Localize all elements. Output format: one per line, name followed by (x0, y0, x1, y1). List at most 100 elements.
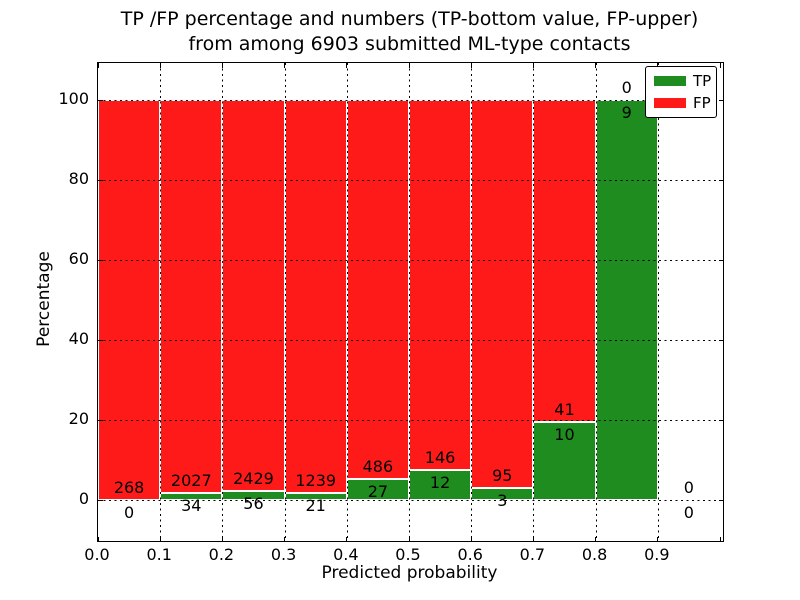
x-tick-label: 0.7 (519, 545, 546, 564)
bar-segment-fp (160, 100, 223, 494)
x-tick-mark (97, 536, 99, 541)
fp-count-label: 2027 (170, 471, 212, 491)
y-tick-mark (718, 419, 723, 421)
x-tick-label: 0.5 (395, 545, 421, 564)
x-tick-mark (532, 536, 535, 541)
chart-title-line2: from among 6903 submitted ML-type contac… (188, 33, 631, 55)
bar-segment-fp (346, 100, 409, 479)
v-gridline (346, 63, 348, 541)
x-tick-mark (221, 536, 224, 541)
legend-row-tp: TP (654, 72, 716, 90)
bar-segment-tp (595, 100, 658, 500)
h-gridline (98, 340, 723, 341)
legend-swatch-fp (654, 98, 686, 108)
x-tick-label: 0.3 (270, 545, 297, 564)
x-tick-mark (408, 536, 410, 541)
y-tick-mark (718, 259, 723, 261)
fp-count-label: 95 (492, 465, 513, 485)
bar-segment-fp (98, 100, 161, 500)
y-tick-mark (98, 419, 103, 421)
y-tick-mark (98, 339, 103, 341)
x-tick-label: 0.1 (146, 545, 172, 564)
v-gridline (657, 63, 659, 541)
x-tick-mark (470, 63, 472, 68)
tp-count-label: 0 (683, 503, 694, 522)
chart-title-line1: TP /FP percentage and numbers (TP-bottom… (120, 8, 699, 30)
x-tick-mark (595, 63, 597, 68)
x-tick-mark (719, 536, 721, 541)
x-tick-label: 0.4 (333, 545, 359, 564)
x-tick-mark (284, 536, 286, 541)
y-tick-mark (98, 99, 103, 101)
fp-count-label: 0 (621, 78, 632, 97)
x-tick-mark (221, 63, 224, 68)
x-axis-label: Predicted probability (321, 563, 498, 583)
y-tick-label: 60 (68, 249, 89, 268)
x-tick-label: 0.0 (84, 545, 110, 564)
tp-count-label: 12 (429, 472, 451, 492)
legend: TP FP (645, 66, 717, 118)
x-tick-mark (346, 536, 348, 541)
x-tick-label: 0.8 (581, 545, 608, 564)
bar-segment-fp (409, 100, 472, 470)
h-gridline (98, 500, 723, 501)
y-tick-label: 80 (68, 169, 89, 188)
fp-count-label: 2429 (233, 469, 274, 488)
v-gridline (471, 63, 473, 541)
x-tick-mark (657, 63, 659, 68)
bar-segment-tp (533, 421, 596, 500)
y-tick-label: 40 (68, 329, 89, 348)
x-tick-mark (595, 536, 597, 541)
legend-swatch-tp (654, 76, 686, 86)
y-tick-mark (98, 499, 103, 501)
x-tick-label: 0.2 (208, 545, 235, 564)
bar-segment-fp (471, 100, 534, 488)
v-gridline (160, 63, 162, 541)
legend-row-fp: FP (654, 94, 716, 112)
y-tick-mark (718, 179, 723, 181)
x-tick-mark (346, 63, 348, 68)
bar-segment-tp (409, 469, 472, 500)
x-tick-mark (284, 63, 286, 68)
plot-area: 268 0 2027 34 2429 56 1239 21 486 27 146 12 95 3 41 10 0… (97, 62, 724, 542)
tp-count-label: 27 (367, 481, 389, 501)
x-tick-mark (97, 63, 99, 68)
v-gridline (409, 63, 410, 541)
h-gridline (98, 100, 723, 101)
fp-count-label: 486 (362, 456, 394, 476)
h-gridline (98, 420, 723, 421)
x-tick-label: 0.6 (457, 545, 483, 564)
tp-count-label: 10 (554, 424, 575, 444)
tp-count-label: 3 (497, 490, 508, 510)
x-tick-mark (719, 63, 721, 68)
tp-count-label: 9 (621, 103, 632, 122)
tp-count-label: 56 (243, 494, 264, 513)
v-gridline (284, 63, 286, 541)
x-tick-mark (657, 536, 659, 541)
fp-count-label: 0 (683, 478, 694, 497)
fp-count-label: 1239 (295, 471, 337, 491)
tp-count-label: 0 (124, 503, 135, 522)
x-tick-mark (408, 63, 410, 68)
y-tick-label: 20 (68, 409, 89, 428)
tp-count-label: 21 (305, 496, 326, 516)
y-tick-label: 100 (58, 89, 89, 108)
x-tick-mark (470, 536, 472, 541)
v-gridline (222, 63, 224, 541)
x-tick-mark (159, 536, 161, 541)
h-gridline (98, 260, 723, 261)
y-tick-label: 0 (78, 489, 89, 508)
h-gridline (98, 180, 723, 181)
legend-label-fp: FP (693, 94, 711, 112)
y-tick-mark (718, 339, 723, 341)
bar-segment-fp (284, 100, 347, 494)
fp-count-label: 41 (554, 399, 575, 419)
legend-label-tp: TP (693, 72, 712, 90)
x-tick-mark (532, 63, 535, 68)
v-gridline (595, 63, 597, 541)
fp-count-label: 146 (424, 447, 456, 467)
y-tick-mark (718, 499, 723, 501)
fp-count-label: 268 (113, 478, 145, 497)
y-tick-mark (98, 179, 103, 181)
